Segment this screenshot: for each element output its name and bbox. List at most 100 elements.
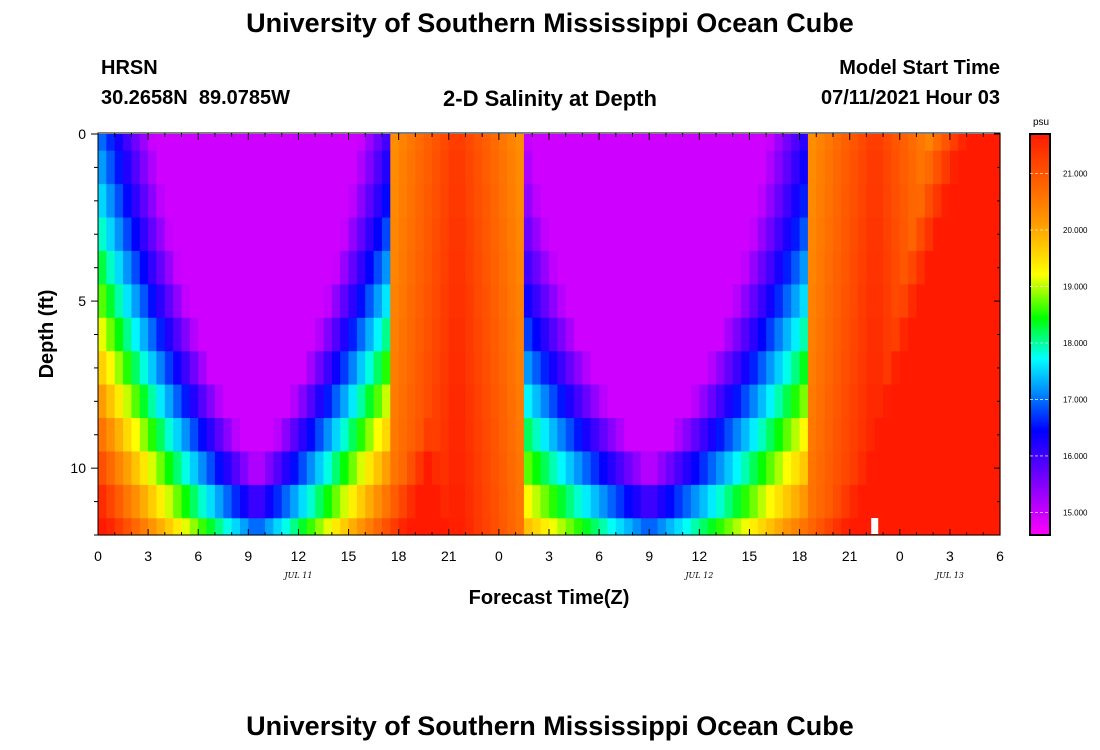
heatmap-cell xyxy=(640,217,650,252)
heatmap-cell xyxy=(223,317,233,352)
heatmap-cell xyxy=(665,384,675,419)
heatmap-cell xyxy=(908,250,918,285)
heatmap-cell xyxy=(824,284,834,319)
heatmap-cell xyxy=(941,134,951,152)
heatmap-cell xyxy=(181,150,191,185)
heatmap-cell xyxy=(791,250,801,285)
heatmap-cell xyxy=(674,418,684,453)
heatmap-cell xyxy=(373,150,383,185)
heatmap-cell xyxy=(866,317,876,352)
heatmap-cell xyxy=(582,150,592,185)
heatmap-cell xyxy=(883,418,893,453)
heatmap-cell xyxy=(515,351,525,386)
heatmap-cell xyxy=(457,150,467,185)
heatmap-cell xyxy=(407,518,416,536)
heatmap-cell xyxy=(649,134,659,152)
heatmap-cell xyxy=(716,518,725,536)
heatmap-cell xyxy=(365,184,375,219)
heatmap-cell xyxy=(549,217,558,252)
heatmap-cell xyxy=(131,484,141,519)
heatmap-cell xyxy=(173,284,183,319)
heatmap-cell xyxy=(131,217,141,252)
heatmap-cell xyxy=(640,150,650,185)
heatmap-cell xyxy=(716,150,725,185)
heatmap-cell xyxy=(766,418,776,453)
heatmap-cell xyxy=(966,317,976,352)
heatmap-cell xyxy=(490,317,500,352)
heatmap-cell xyxy=(640,317,650,352)
heatmap-cell xyxy=(298,384,308,419)
heatmap-cell xyxy=(974,184,984,219)
heatmap-cell xyxy=(123,150,133,185)
heatmap-cell xyxy=(657,451,667,486)
heatmap-cell xyxy=(381,217,391,252)
heatmap-cell xyxy=(590,418,600,453)
heatmap-cell xyxy=(465,384,475,419)
heatmap-cell xyxy=(298,317,308,352)
heatmap-cell xyxy=(757,351,767,386)
heatmap-cell xyxy=(306,284,316,319)
heatmap-cell xyxy=(373,134,383,152)
heatmap-cell xyxy=(983,134,993,152)
heatmap-cell xyxy=(423,250,433,285)
heatmap-cell xyxy=(123,217,133,252)
heatmap-cell xyxy=(173,250,183,285)
heatmap-cell xyxy=(824,317,834,352)
heatmap-cell xyxy=(348,150,358,185)
heatmap-cell xyxy=(574,150,584,185)
heatmap-cell xyxy=(832,451,842,486)
heatmap-cell xyxy=(883,317,893,352)
heatmap-cell xyxy=(858,484,867,519)
heatmap-cell xyxy=(899,484,909,519)
heatmap-cell xyxy=(114,284,124,319)
heatmap-cell xyxy=(966,518,976,536)
heatmap-cell xyxy=(239,451,249,486)
heatmap-cell xyxy=(181,418,191,453)
heatmap-cell xyxy=(398,184,408,219)
heatmap-cell xyxy=(716,451,725,486)
heatmap-cell xyxy=(674,217,684,252)
heatmap-cell xyxy=(415,451,425,486)
heatmap-cell xyxy=(624,418,634,453)
heatmap-cell xyxy=(256,284,266,319)
heatmap-cell xyxy=(724,184,734,219)
heatmap-cell xyxy=(991,384,1001,419)
heatmap-cell xyxy=(440,418,450,453)
heatmap-cell xyxy=(164,317,174,352)
heatmap-cell xyxy=(239,134,249,152)
heatmap-cell xyxy=(398,250,408,285)
heatmap-cell xyxy=(958,184,968,219)
heatmap-cell xyxy=(807,134,817,152)
heatmap-cell xyxy=(498,418,508,453)
heatmap-cell xyxy=(156,518,166,536)
heatmap-cell xyxy=(832,250,842,285)
heatmap-cell xyxy=(866,518,876,536)
heatmap-cell xyxy=(933,284,943,319)
heatmap-cell xyxy=(248,317,258,352)
heatmap-cell xyxy=(98,284,107,319)
heatmap-cell xyxy=(223,284,233,319)
heatmap-cell xyxy=(523,418,533,453)
heatmap-cell xyxy=(473,451,483,486)
heatmap-cell xyxy=(540,451,550,486)
heatmap-cell xyxy=(766,384,776,419)
heatmap-cell xyxy=(164,384,174,419)
heatmap-cell xyxy=(540,518,550,536)
heatmap-cell xyxy=(356,134,366,152)
heatmap-cell xyxy=(356,150,366,185)
heatmap-cell xyxy=(448,217,458,252)
heatmap-cell xyxy=(549,384,558,419)
heatmap-cell xyxy=(933,150,943,185)
heatmap-cell xyxy=(607,184,617,219)
heatmap-cell xyxy=(841,150,851,185)
heatmap-cell xyxy=(398,484,408,519)
heatmap-cell xyxy=(849,217,859,252)
heatmap-cell xyxy=(574,250,584,285)
heatmap-cell xyxy=(381,484,391,519)
heatmap-cell xyxy=(816,250,826,285)
heatmap-cell xyxy=(657,150,667,185)
heatmap-cell xyxy=(799,317,809,352)
heatmap-cell xyxy=(832,217,842,252)
heatmap-cell xyxy=(866,134,876,152)
heatmap-cell xyxy=(883,184,893,219)
